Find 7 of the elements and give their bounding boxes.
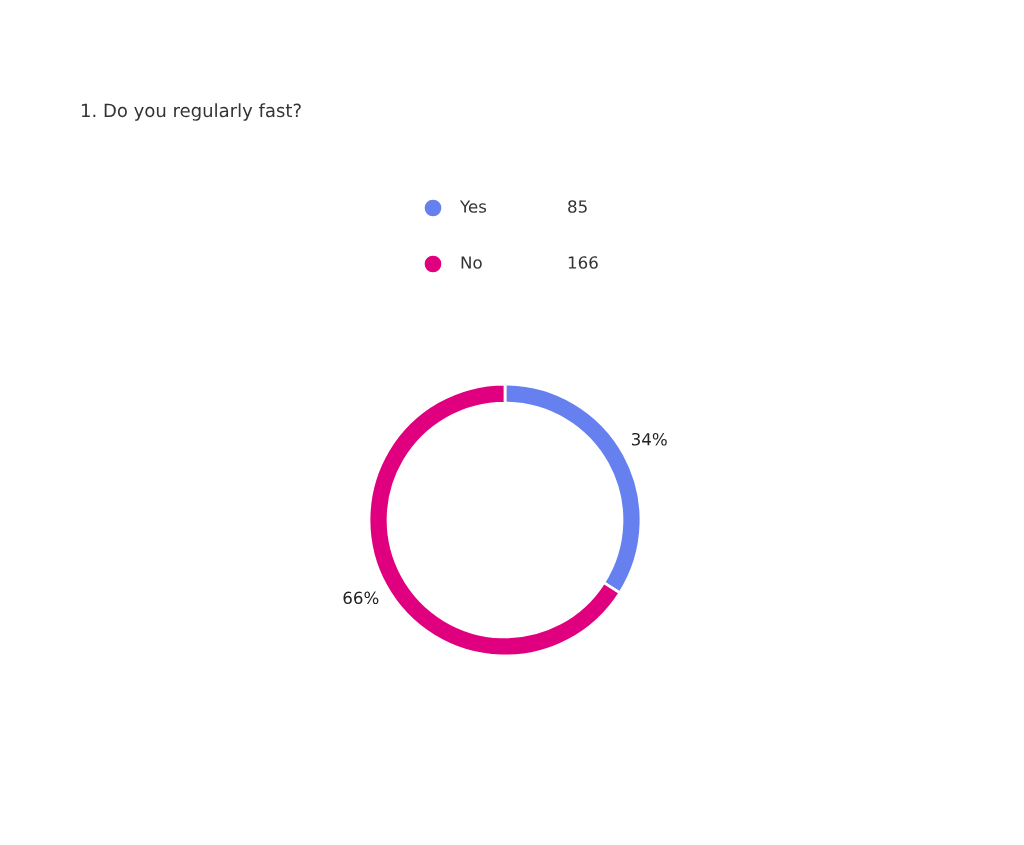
legend-label: Yes: [459, 200, 487, 213]
legend-label: No: [461, 256, 482, 269]
text: 85: [568, 200, 587, 213]
text: 1. Do you regularly fast?: [81, 103, 301, 121]
data-label: 66%: [343, 591, 379, 605]
text: 166: [568, 256, 598, 269]
data-label: 34%: [631, 432, 667, 446]
